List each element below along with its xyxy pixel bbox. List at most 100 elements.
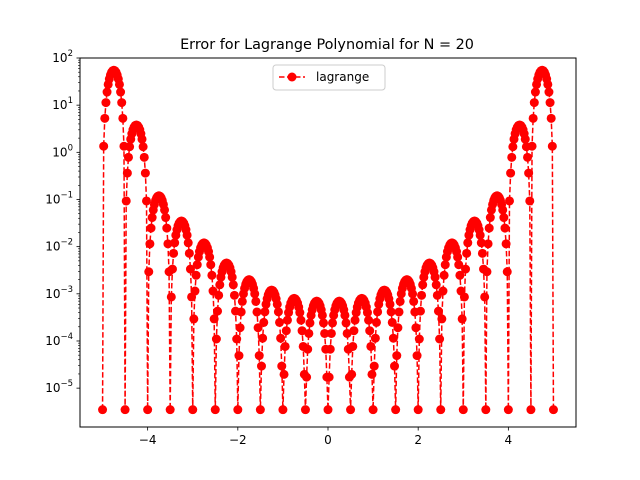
data-point-lagrange [184, 248, 194, 258]
data-point-lagrange [475, 230, 485, 240]
data-point-lagrange [430, 272, 440, 282]
data-point-lagrange [255, 405, 265, 415]
data-point-lagrange [417, 290, 427, 300]
data-point-lagrange [232, 334, 242, 344]
data-point-lagrange [260, 307, 270, 317]
data-point-lagrange [303, 344, 313, 354]
data-point-lagrange [250, 289, 260, 299]
data-point-lagrange [146, 223, 156, 233]
data-point-lagrange [320, 328, 330, 338]
data-point-lagrange [228, 280, 238, 290]
data-point-lagrange [499, 213, 509, 223]
data-point-lagrange [227, 272, 237, 282]
data-point-lagrange [520, 134, 530, 144]
data-point-lagrange [392, 351, 402, 361]
y-axis: 102 101 100 10−1 10−2 10−3 10−4 10−5 [45, 49, 80, 395]
data-point-lagrange [454, 260, 464, 270]
x-tick-label: 0 [324, 433, 332, 447]
data-point-lagrange [214, 290, 224, 300]
data-point-lagrange [326, 328, 336, 338]
data-point-lagrange [412, 351, 422, 361]
data-point-lagrange [388, 333, 398, 343]
data-point-lagrange [371, 317, 381, 327]
data-point-lagrange [137, 134, 147, 144]
data-point-lagrange [373, 307, 383, 317]
data-point-lagrange [143, 405, 153, 415]
data-point-lagrange [437, 314, 447, 324]
data-point-lagrange [189, 314, 199, 324]
data-point-lagrange [543, 79, 553, 89]
data-point-lagrange [121, 196, 131, 206]
data-point-lagrange [125, 142, 135, 152]
data-point-lagrange [205, 252, 215, 262]
data-point-lagrange [210, 405, 220, 415]
data-point-lagrange [118, 113, 128, 123]
data-point-lagrange [163, 239, 173, 249]
legend-marker-swatch [287, 72, 297, 82]
data-point-lagrange [305, 318, 315, 328]
data-point-lagrange [185, 264, 195, 274]
x-tick-label: −2 [229, 433, 247, 447]
data-point-lagrange [523, 152, 533, 162]
data-point-lagrange [366, 341, 376, 351]
data-point-lagrange [328, 318, 338, 328]
plot-area [98, 65, 558, 415]
data-point-lagrange [482, 267, 492, 277]
data-point-lagrange [117, 98, 127, 108]
data-point-lagrange [476, 238, 486, 248]
data-point-lagrange [368, 405, 378, 415]
data-point-lagrange [414, 334, 424, 344]
data-point-lagrange [350, 315, 360, 325]
data-point-lagrange [362, 308, 372, 318]
data-point-lagrange [304, 328, 314, 338]
data-point-lagrange [387, 317, 397, 327]
data-point-lagrange [161, 213, 171, 223]
data-point-lagrange [484, 223, 494, 233]
data-point-lagrange [501, 239, 511, 249]
data-point-lagrange [296, 315, 306, 325]
data-point-lagrange [463, 238, 473, 248]
data-point-lagrange [300, 405, 310, 415]
data-point-lagrange [276, 333, 286, 343]
data-point-lagrange [508, 142, 518, 152]
data-point-lagrange [169, 248, 179, 258]
data-point-lagrange [273, 307, 283, 317]
x-tick-label: −4 [139, 433, 157, 447]
data-point-lagrange [481, 405, 491, 415]
data-point-lagrange [318, 318, 328, 328]
data-point-lagrange [546, 113, 556, 123]
data-point-lagrange [458, 405, 468, 415]
data-point-lagrange [122, 168, 132, 178]
data-point-lagrange [530, 87, 540, 97]
data-point-lagrange [386, 307, 396, 317]
data-point-lagrange [498, 205, 508, 215]
data-point-lagrange [120, 405, 130, 415]
data-point-lagrange [455, 270, 465, 280]
data-point-lagrange [340, 310, 350, 320]
data-point-lagrange [547, 141, 557, 151]
data-point-lagrange [370, 333, 380, 343]
data-point-lagrange [524, 168, 534, 178]
data-point-lagrange [347, 369, 357, 379]
data-point-lagrange [191, 270, 201, 280]
data-point-lagrange [483, 239, 493, 249]
data-point-lagrange [207, 270, 217, 280]
data-point-lagrange [272, 299, 282, 309]
data-point-lagrange [213, 306, 223, 316]
data-point-lagrange [369, 361, 379, 371]
data-point-lagrange [237, 296, 247, 306]
data-point-lagrange [385, 299, 395, 309]
data-point-lagrange [279, 369, 289, 379]
data-point-lagrange [160, 205, 170, 215]
data-point-lagrange [365, 326, 375, 336]
legend-label-lagrange: lagrange [316, 70, 369, 84]
data-point-lagrange [277, 361, 287, 371]
data-point-lagrange [252, 307, 262, 317]
data-point-lagrange [348, 341, 358, 351]
data-point-lagrange [433, 306, 443, 316]
data-point-lagrange [341, 318, 351, 328]
data-point-lagrange [544, 87, 554, 97]
data-point-lagrange [459, 292, 469, 302]
data-point-lagrange [182, 230, 192, 240]
